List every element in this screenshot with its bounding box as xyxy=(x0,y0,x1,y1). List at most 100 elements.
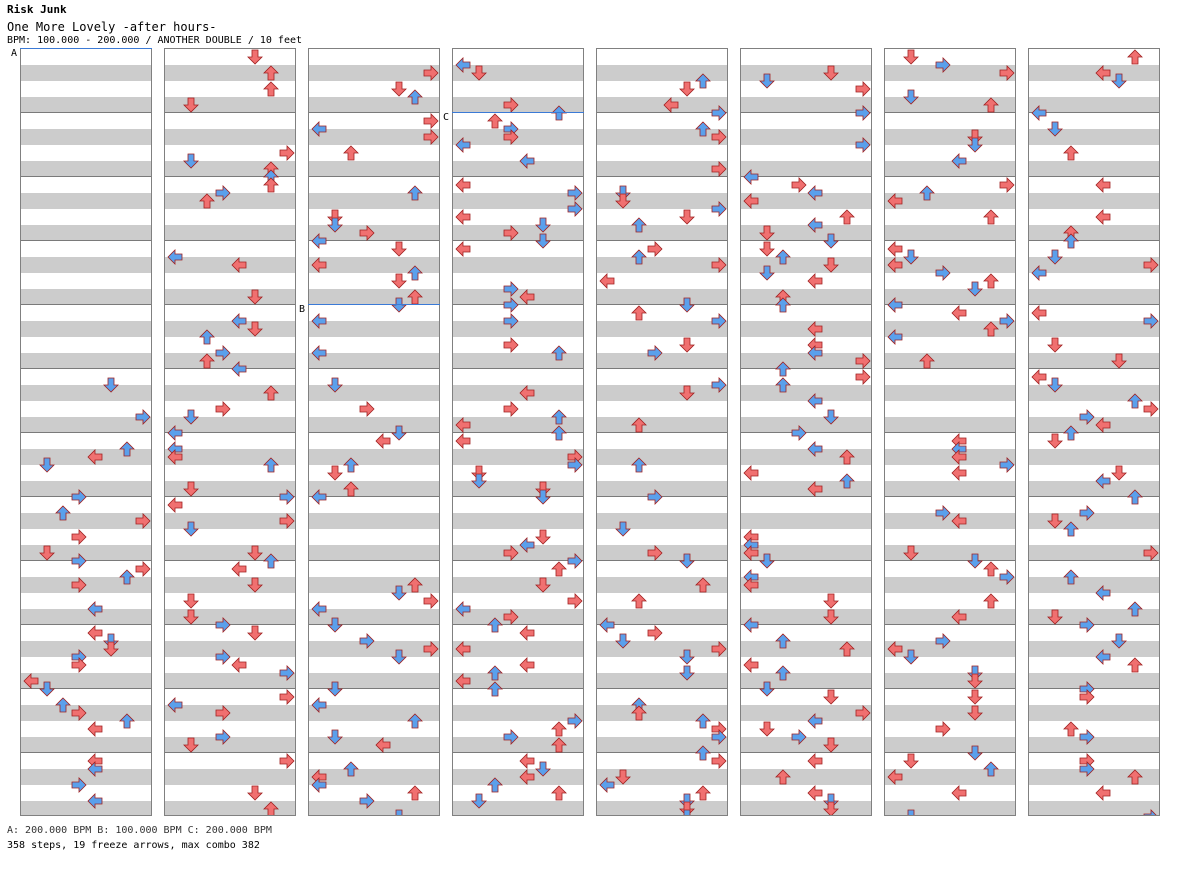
left-arrow-icon xyxy=(807,217,823,237)
measure-line xyxy=(21,112,151,113)
left-arrow-icon xyxy=(167,497,183,517)
right-arrow-icon xyxy=(1079,409,1095,429)
right-arrow-icon xyxy=(935,57,951,77)
measure-line xyxy=(165,368,295,369)
measure-line xyxy=(309,240,439,241)
measure-line xyxy=(741,624,871,625)
up-arrow-icon xyxy=(839,473,855,493)
down-arrow-icon xyxy=(1111,633,1127,653)
up-arrow-icon xyxy=(551,345,567,365)
measure-line xyxy=(597,560,727,561)
measure-line xyxy=(741,752,871,753)
left-arrow-icon xyxy=(743,577,759,597)
left-arrow-icon xyxy=(1031,265,1047,285)
down-arrow-icon xyxy=(535,489,551,509)
down-arrow-icon xyxy=(759,225,775,245)
left-arrow-icon xyxy=(807,345,823,365)
up-arrow-icon xyxy=(551,561,567,581)
measure-line xyxy=(597,240,727,241)
right-arrow-icon xyxy=(647,345,663,365)
bpm-change-marker xyxy=(308,304,440,305)
right-arrow-icon xyxy=(1143,545,1159,565)
up-arrow-icon xyxy=(263,81,279,101)
measure-line xyxy=(165,496,295,497)
measure-line xyxy=(21,304,151,305)
down-arrow-icon xyxy=(967,705,983,725)
right-arrow-icon xyxy=(215,649,231,669)
up-arrow-icon xyxy=(1127,657,1143,677)
down-arrow-icon xyxy=(679,209,695,229)
measure-line xyxy=(165,112,295,113)
down-arrow-icon xyxy=(103,633,119,653)
left-arrow-icon xyxy=(599,273,615,293)
down-arrow-icon xyxy=(247,321,263,341)
down-arrow-icon xyxy=(823,801,839,815)
left-arrow-icon xyxy=(951,305,967,325)
left-arrow-icon xyxy=(887,329,903,349)
up-arrow-icon xyxy=(551,425,567,445)
down-arrow-icon xyxy=(391,585,407,605)
down-arrow-icon xyxy=(679,809,695,815)
down-arrow-icon xyxy=(535,233,551,253)
left-arrow-icon xyxy=(311,345,327,365)
down-arrow-icon xyxy=(247,289,263,309)
left-arrow-icon xyxy=(807,481,823,501)
measure-line xyxy=(885,752,1015,753)
measure-line xyxy=(453,560,583,561)
left-arrow-icon xyxy=(519,153,535,173)
right-arrow-icon xyxy=(711,641,727,661)
bpm-change-label: A xyxy=(11,48,18,59)
up-arrow-icon xyxy=(695,121,711,141)
right-arrow-icon xyxy=(71,705,87,725)
up-arrow-icon xyxy=(343,761,359,781)
left-arrow-icon xyxy=(807,393,823,413)
right-arrow-icon xyxy=(1143,313,1159,333)
down-arrow-icon xyxy=(1047,433,1063,453)
left-arrow-icon xyxy=(87,721,103,741)
down-arrow-icon xyxy=(1047,121,1063,141)
measure-line xyxy=(165,432,295,433)
right-arrow-icon xyxy=(711,161,727,181)
measure-line xyxy=(1029,112,1159,113)
measure-line xyxy=(885,368,1015,369)
left-arrow-icon xyxy=(1095,417,1111,437)
measure-line xyxy=(165,752,295,753)
measure-line xyxy=(1029,432,1159,433)
left-arrow-icon xyxy=(887,297,903,317)
right-arrow-icon xyxy=(215,345,231,365)
down-arrow-icon xyxy=(1047,377,1063,397)
right-arrow-icon xyxy=(1079,689,1095,709)
up-arrow-icon xyxy=(263,457,279,477)
right-arrow-icon xyxy=(647,545,663,565)
left-arrow-icon xyxy=(311,697,327,717)
up-arrow-icon xyxy=(1127,49,1143,69)
up-arrow-icon xyxy=(775,361,791,381)
up-arrow-icon xyxy=(55,697,71,717)
up-arrow-icon xyxy=(695,73,711,93)
up-arrow-icon xyxy=(983,273,999,293)
down-arrow-icon xyxy=(535,761,551,781)
down-arrow-icon xyxy=(1047,609,1063,629)
right-arrow-icon xyxy=(791,729,807,749)
measure-line xyxy=(885,240,1015,241)
up-arrow-icon xyxy=(407,785,423,805)
down-arrow-icon xyxy=(471,465,487,485)
left-arrow-icon xyxy=(743,169,759,189)
up-arrow-icon xyxy=(1063,721,1079,741)
down-arrow-icon xyxy=(247,49,263,69)
right-arrow-icon xyxy=(647,489,663,509)
measure-line xyxy=(741,368,871,369)
measure-line xyxy=(597,624,727,625)
measure-line xyxy=(165,304,295,305)
right-arrow-icon xyxy=(503,545,519,565)
left-arrow-icon xyxy=(807,441,823,461)
right-arrow-icon xyxy=(1079,505,1095,525)
right-arrow-icon xyxy=(423,593,439,613)
left-arrow-icon xyxy=(231,313,247,333)
measure-line xyxy=(741,112,871,113)
right-arrow-icon xyxy=(999,65,1015,85)
left-arrow-icon xyxy=(1095,585,1111,605)
down-arrow-icon xyxy=(183,97,199,117)
up-arrow-icon xyxy=(343,457,359,477)
chart-column-5 xyxy=(596,48,728,816)
